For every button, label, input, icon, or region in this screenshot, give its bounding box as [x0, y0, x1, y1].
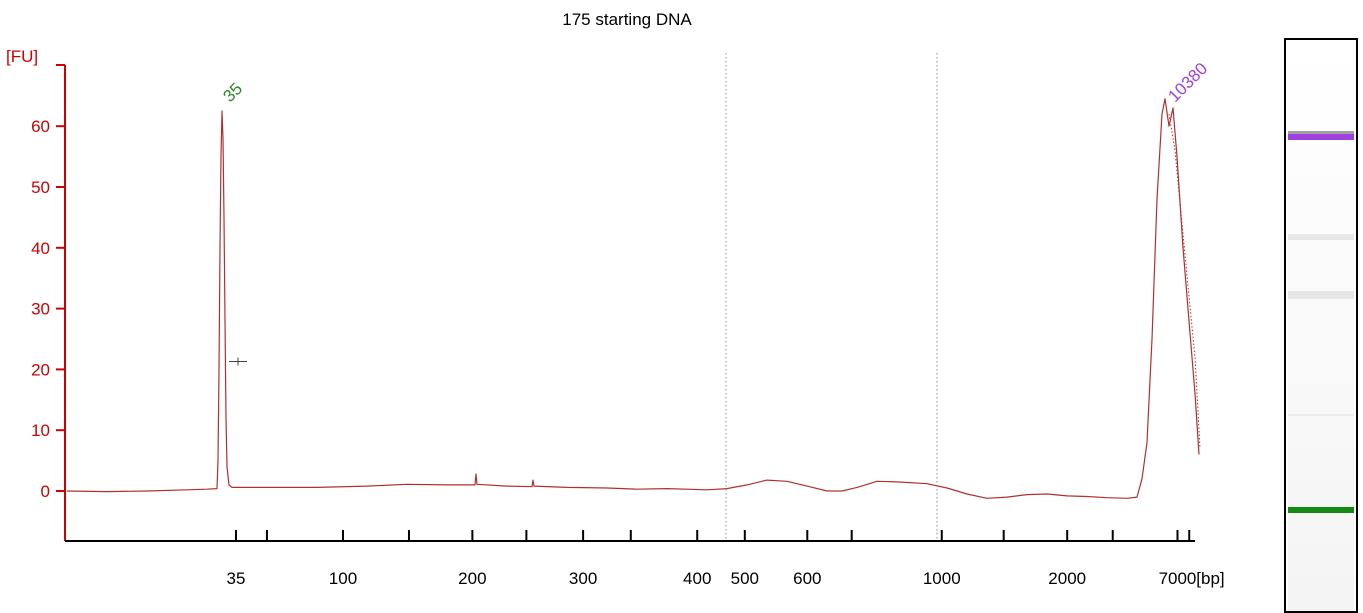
- faint-band: [1288, 234, 1354, 241]
- x-tick-label: 35: [227, 569, 246, 588]
- y-tick-label: 10: [31, 421, 50, 440]
- faint-band: [1288, 291, 1354, 300]
- x-tick-label: 400: [683, 569, 711, 588]
- y-tick-label: 60: [31, 117, 50, 136]
- peak-label: 10380: [1164, 59, 1211, 106]
- y-tick-label: 30: [31, 300, 50, 319]
- x-tick-label: 500: [731, 569, 759, 588]
- peak-label: 35: [219, 79, 246, 106]
- x-tick-label: 300: [569, 569, 597, 588]
- electropherogram: 175 starting DNA [FU] 0 10 20 30 40 50 60 35 100 20…: [6, 10, 1225, 588]
- x-tick-label: 200: [458, 569, 486, 588]
- series-layer: [66, 98, 1201, 499]
- x-tick-label: 7000: [1159, 569, 1197, 588]
- x-tick-label: 100: [329, 569, 357, 588]
- peak-fit-tail: [1168, 113, 1201, 449]
- y-tick-label: 0: [41, 482, 50, 501]
- y-tick-label: 20: [31, 360, 50, 379]
- y-tick-label: 50: [31, 178, 50, 197]
- labels: 175 starting DNA [FU] 0 10 20 30 40 50 60 35 100 20…: [6, 10, 1225, 588]
- x-tick-label: [bp]: [1196, 569, 1224, 588]
- faint-band: [1288, 414, 1354, 416]
- y-tick-label: 40: [31, 239, 50, 258]
- x-tick-label: 1000: [923, 569, 961, 588]
- lower-marker-band: [1288, 507, 1354, 514]
- gel-lane-background: [1288, 40, 1354, 611]
- upper-marker-band: [1288, 134, 1354, 141]
- series-line: [66, 98, 1200, 499]
- faint-band: [1288, 131, 1354, 135]
- axes: [56, 53, 1195, 542]
- x-tick-label: 2000: [1048, 569, 1086, 588]
- y-unit-label: [FU]: [6, 47, 38, 66]
- chart-title: 175 starting DNA: [562, 10, 692, 29]
- gel-lane: [1284, 38, 1358, 613]
- x-tick-label: 600: [793, 569, 821, 588]
